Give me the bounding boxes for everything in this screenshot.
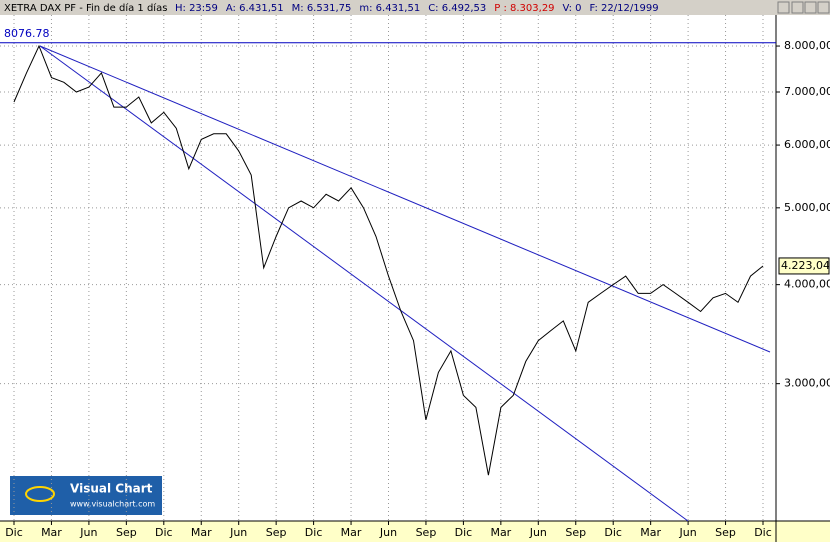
x-tick-label: Dic [754, 526, 772, 539]
header-field: C: 6.492,53 [428, 3, 486, 14]
button[interactable] [817, 1, 830, 14]
last-price-box [778, 257, 830, 275]
logo-icon [25, 486, 55, 502]
x-tick-label: Mar [341, 526, 362, 539]
x-tick-label: Sep [416, 526, 437, 539]
trend-lines [39, 45, 771, 522]
header-field: M: 6.531,75 [292, 3, 352, 14]
x-tick-label: Mar [640, 526, 661, 539]
header-field: P : 8.303,29 [494, 3, 554, 14]
x-tick-label: Dic [155, 526, 173, 539]
x-tick-label: Sep [266, 526, 287, 539]
x-tick-label: Dic [305, 526, 323, 539]
x-axis-band [0, 521, 830, 542]
y-tick-label: 8.000,00 [784, 39, 830, 52]
x-tick-label: Sep [565, 526, 586, 539]
x-tick-label: Jun [229, 526, 247, 539]
header-field: A: 6.431,51 [226, 3, 284, 14]
price-line [13, 44, 764, 476]
x-tick-label: Jun [679, 526, 697, 539]
logo-name: Visual Chart [70, 482, 153, 496]
logo-box [10, 476, 162, 515]
logo-url: www.visualchart.com [70, 500, 155, 509]
header-bar [0, 0, 830, 15]
x-tick-label: Dic [604, 526, 622, 539]
chart-title: XETRA DAX PF - Fin de día 1 días [4, 2, 167, 14]
x-tick-label: Jun [529, 526, 547, 539]
button[interactable] [804, 1, 817, 14]
reference-label: 8076.78 [4, 27, 50, 40]
button[interactable] [777, 1, 790, 14]
y-tick-label: 3.000,00 [784, 377, 830, 390]
header-field: V: 0 [563, 3, 582, 14]
x-tick-label: Dic [455, 526, 473, 539]
x-tick-label: Sep [116, 526, 137, 539]
header-field: H: 23:59 [175, 3, 218, 14]
trend-line [39, 45, 771, 353]
header-field: F: 22/12/1999 [589, 3, 658, 14]
y-tick-label: 7.000,00 [784, 85, 830, 98]
y-tick-label: 6.000,00 [784, 138, 830, 151]
x-tick-label: Sep [715, 526, 736, 539]
y-tick-label: 4.000,00 [784, 278, 830, 291]
x-tick-label: Mar [191, 526, 212, 539]
trend-line [39, 45, 689, 522]
x-tick-label: Mar [41, 526, 62, 539]
x-tick-label: Jun [79, 526, 97, 539]
y-tick-label: 5.000,00 [784, 201, 830, 214]
header-field: m: 6.431,51 [359, 3, 420, 14]
last-price-label: 4.223,04 [781, 259, 830, 272]
x-tick-label: Jun [379, 526, 397, 539]
logo: Visual Chart www.visualchart.com [10, 476, 162, 515]
button[interactable] [791, 1, 804, 14]
x-tick-label: Dic [5, 526, 23, 539]
x-tick-label: Mar [490, 526, 511, 539]
